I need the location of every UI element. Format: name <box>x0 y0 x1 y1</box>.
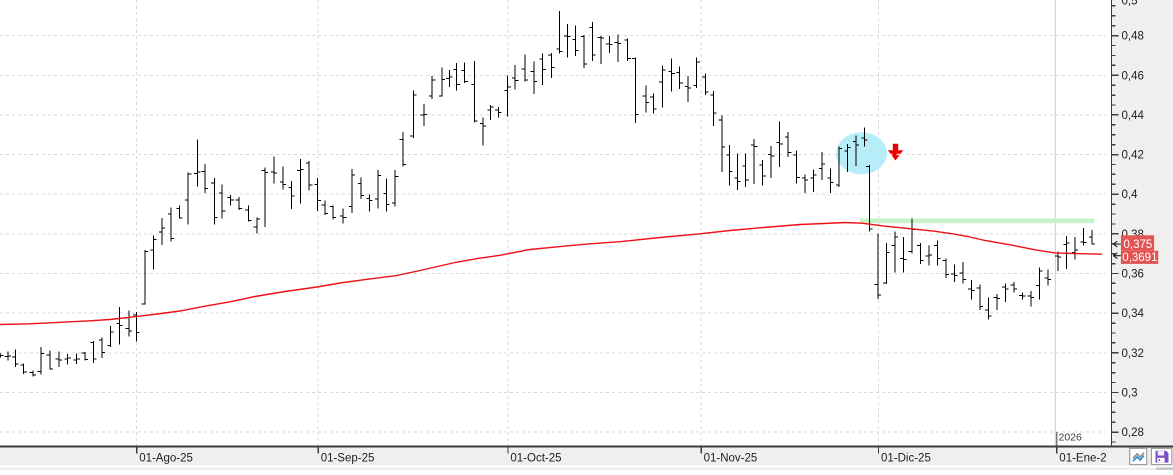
svg-text:01-Ago-25: 01-Ago-25 <box>139 453 193 465</box>
svg-text:01-Sep-25: 01-Sep-25 <box>321 453 375 465</box>
svg-text:0,3: 0,3 <box>1122 388 1138 400</box>
svg-text:0,46: 0,46 <box>1122 70 1144 82</box>
svg-text:2026: 2026 <box>1059 432 1083 444</box>
svg-text:0,48: 0,48 <box>1122 31 1144 43</box>
svg-text:0,34: 0,34 <box>1122 308 1145 320</box>
svg-text:01-Oct-25: 01-Oct-25 <box>510 453 561 465</box>
svg-text:01-Ene-26: 01-Ene-26 <box>1059 453 1113 465</box>
svg-text:01-Nov-25: 01-Nov-25 <box>704 453 758 465</box>
svg-text:0,4: 0,4 <box>1122 189 1139 201</box>
svg-text:0,375: 0,375 <box>1124 239 1153 251</box>
svg-text:0,32: 0,32 <box>1122 348 1144 360</box>
svg-text:0,5: 0,5 <box>1122 0 1138 7</box>
svg-text:0,44: 0,44 <box>1122 110 1145 122</box>
svg-text:01-Dic-25: 01-Dic-25 <box>881 453 931 465</box>
svg-text:0,42: 0,42 <box>1122 150 1144 162</box>
svg-text:0,28: 0,28 <box>1122 427 1144 439</box>
svg-text:0,36: 0,36 <box>1122 269 1144 281</box>
svg-text:0,3691: 0,3691 <box>1122 252 1157 264</box>
